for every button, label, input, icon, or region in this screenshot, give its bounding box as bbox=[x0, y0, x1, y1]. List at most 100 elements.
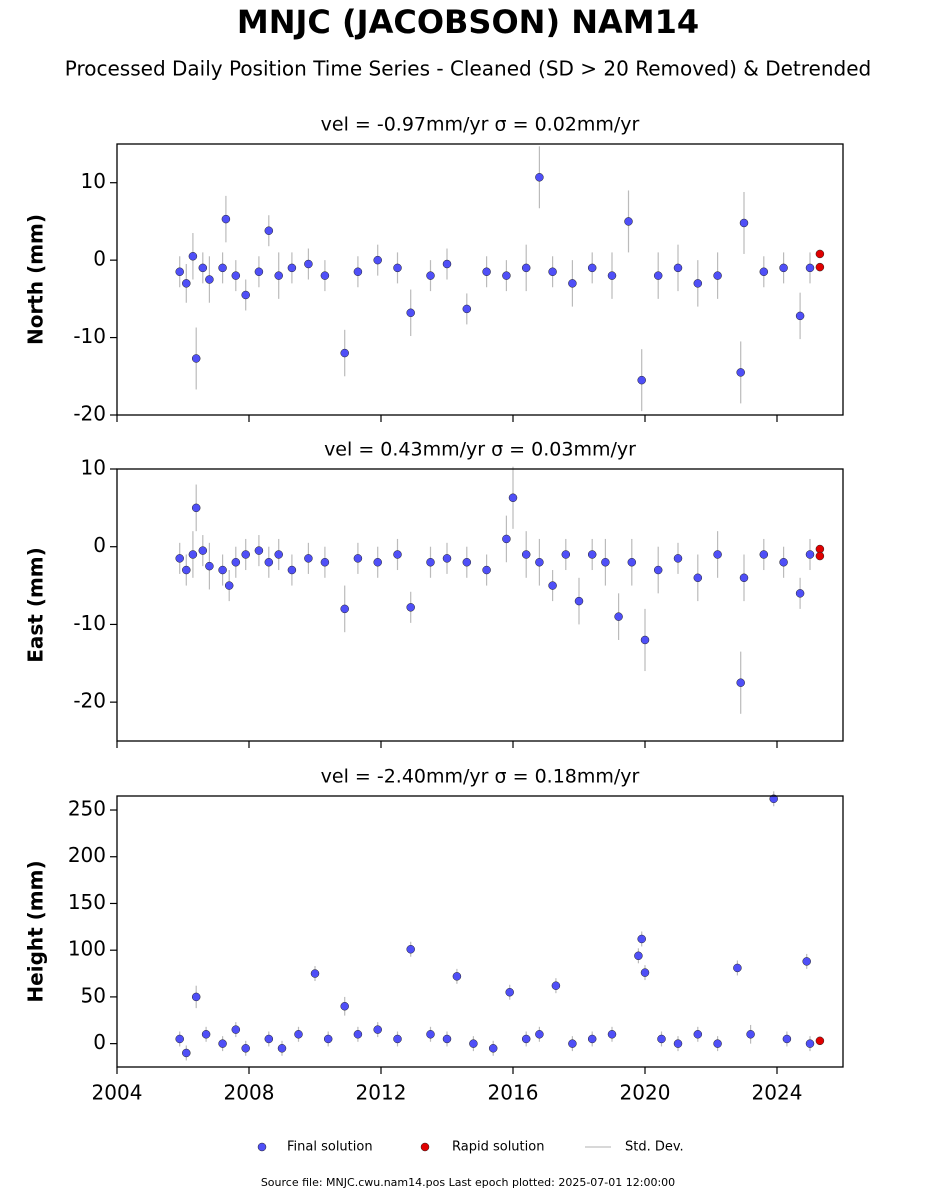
legend-label: Final solution bbox=[287, 1140, 373, 1155]
data-point bbox=[264, 226, 274, 235]
y-tick-label: 0 bbox=[93, 1030, 106, 1054]
y-tick-label: -20 bbox=[73, 689, 106, 713]
data-point bbox=[802, 957, 811, 966]
data-point bbox=[426, 1030, 435, 1039]
data-point bbox=[224, 581, 234, 590]
data-point bbox=[175, 1034, 184, 1044]
y-axis-label: East (mm) bbox=[24, 547, 48, 663]
x-tick-label: 2004 bbox=[92, 1081, 143, 1105]
axes-frame bbox=[116, 795, 844, 1068]
data-point bbox=[287, 263, 297, 273]
data-point bbox=[713, 1039, 722, 1048]
data-point bbox=[568, 279, 577, 288]
data-point bbox=[182, 1048, 191, 1058]
data-point bbox=[205, 275, 214, 284]
data-point bbox=[673, 1039, 683, 1048]
panel-title: vel = 0.43mm/yr σ = 0.03mm/yr bbox=[324, 439, 636, 461]
data-point bbox=[320, 271, 330, 280]
legend-marker bbox=[257, 1142, 267, 1152]
x-tick-label: 2020 bbox=[620, 1081, 671, 1105]
y-tick-label: 200 bbox=[68, 843, 106, 867]
data-point bbox=[231, 1025, 241, 1034]
data-point bbox=[805, 550, 815, 559]
data-point bbox=[320, 558, 330, 567]
x-tick-label: 2012 bbox=[356, 1081, 407, 1105]
data-point bbox=[607, 271, 617, 280]
data-point bbox=[201, 1030, 211, 1039]
data-point bbox=[205, 561, 214, 571]
x-tick-label: 2008 bbox=[224, 1081, 275, 1105]
data-point bbox=[353, 554, 363, 563]
data-point bbox=[294, 1030, 303, 1039]
data-point bbox=[442, 1034, 452, 1044]
data-point bbox=[551, 981, 561, 990]
data-point bbox=[637, 375, 646, 385]
data-point bbox=[548, 267, 557, 277]
data-point bbox=[452, 972, 462, 981]
data-point bbox=[191, 992, 201, 1002]
data-point bbox=[713, 550, 722, 559]
data-point bbox=[393, 263, 402, 273]
legend-marker bbox=[420, 1142, 430, 1152]
legend-label: Std. Dev. bbox=[625, 1140, 684, 1155]
data-point bbox=[521, 263, 531, 273]
data-point bbox=[693, 279, 703, 288]
data-point bbox=[231, 271, 241, 280]
data-point bbox=[614, 612, 623, 621]
data-point bbox=[640, 635, 650, 645]
data-point bbox=[462, 304, 472, 314]
title: MNJC (JACOBSON) NAM14 bbox=[237, 3, 699, 41]
data-point bbox=[469, 1039, 478, 1048]
data-point bbox=[482, 565, 491, 575]
plot-area bbox=[175, 466, 825, 714]
y-tick-label: 50 bbox=[81, 983, 106, 1007]
data-point bbox=[587, 263, 597, 273]
data-point bbox=[304, 554, 313, 563]
data-point bbox=[535, 558, 544, 567]
data-point bbox=[601, 558, 610, 567]
data-point bbox=[218, 565, 227, 575]
data-point bbox=[373, 255, 382, 265]
y-tick-label: 100 bbox=[68, 937, 106, 961]
data-point bbox=[815, 249, 825, 259]
data-point bbox=[736, 368, 745, 377]
data-point bbox=[815, 551, 825, 561]
data-point bbox=[693, 573, 703, 583]
x-tick-label: 2016 bbox=[488, 1081, 539, 1105]
data-point bbox=[442, 259, 452, 269]
data-point bbox=[254, 546, 264, 555]
data-point bbox=[406, 308, 415, 318]
data-point bbox=[462, 558, 472, 567]
axes-frame bbox=[116, 143, 844, 416]
data-point bbox=[568, 1039, 577, 1048]
data-point bbox=[393, 1034, 402, 1044]
data-point bbox=[779, 558, 788, 567]
y-tick-label: 250 bbox=[68, 797, 106, 821]
data-point bbox=[805, 1039, 815, 1048]
data-point bbox=[739, 218, 749, 228]
data-point bbox=[779, 263, 788, 273]
data-point bbox=[587, 1034, 597, 1044]
data-point bbox=[693, 1030, 703, 1039]
data-point bbox=[535, 1030, 544, 1039]
data-point bbox=[624, 217, 633, 226]
data-point bbox=[340, 604, 349, 614]
data-point bbox=[198, 263, 208, 273]
data-point bbox=[353, 267, 363, 277]
data-point bbox=[502, 271, 511, 280]
data-point bbox=[191, 354, 201, 363]
data-point bbox=[713, 271, 722, 280]
y-axis-label: North (mm) bbox=[24, 214, 48, 345]
data-point bbox=[221, 214, 231, 224]
data-point bbox=[373, 1025, 382, 1034]
y-tick-label: -20 bbox=[73, 402, 106, 426]
data-point bbox=[607, 1030, 617, 1039]
data-point bbox=[815, 1036, 825, 1046]
data-point bbox=[188, 252, 198, 261]
axes-frame bbox=[116, 468, 844, 742]
y-tick-label: 0 bbox=[93, 247, 106, 271]
y-tick-label: 0 bbox=[93, 533, 106, 557]
data-point bbox=[323, 1034, 333, 1044]
data-point bbox=[627, 558, 637, 567]
